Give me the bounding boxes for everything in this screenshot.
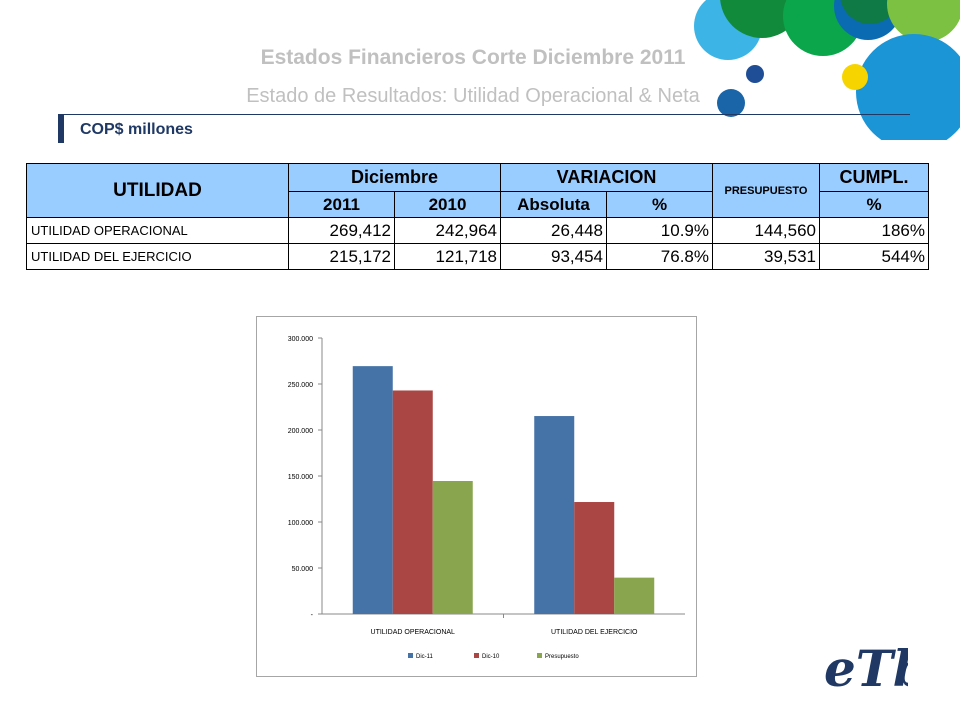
cell-presupuesto: 39,531 [712,243,820,270]
y-tick-label: 250.000 [288,382,313,389]
legend-swatch [474,653,479,658]
chart-svg: - 50.000 100.000 150.000 200.000 250.000 300.0… [288,336,685,660]
bar [574,502,615,614]
cell-cumpl: 186% [819,217,929,244]
legend-label: Presupuesto [545,654,579,660]
y-tick-label: - [311,612,314,619]
circle-navy-dot [746,65,764,83]
y-tick-label: 50.000 [292,566,314,573]
table-row: UTILIDAD OPERACIONAL 269,412 242,964 26,… [26,217,929,244]
cell-2011: 269,412 [288,217,395,244]
financial-table: UTILIDAD Diciembre VARIACION PRESUPUESTO… [26,163,929,270]
y-tick-label: 100.000 [288,520,313,527]
bar-chart: - 50.000 100.000 150.000 200.000 250.000 300.0… [256,316,697,677]
header-divider [60,114,910,115]
col-utilidad: UTILIDAD [26,163,289,218]
col-presupuesto: PRESUPUESTO [712,163,820,218]
legend-swatch [408,653,413,658]
bar [392,390,433,614]
circle-sky [856,34,960,140]
bar [614,577,655,614]
logo-text: eTb [824,639,908,698]
col-cumpl-pct: % [819,191,929,218]
row-label: UTILIDAD DEL EJERCICIO [26,243,289,270]
col-absoluta: Absoluta [500,191,607,218]
circle-yellow [842,64,868,90]
decorative-circles [694,0,960,140]
circle-lime [887,0,960,42]
etb-logo: eTb [824,639,908,698]
bar [534,416,575,614]
col-2011: 2011 [288,191,395,218]
y-tick-label: 200.000 [288,428,313,435]
bar [352,366,393,614]
legend-label: Dic-11 [416,654,434,660]
units-label: COP$ millones [80,121,193,138]
col-2010: 2010 [394,191,501,218]
y-tick-label: 150.000 [288,474,313,481]
bar [432,481,473,614]
cell-2010: 121,718 [394,243,501,270]
page-title: Estados Financieros Corte Diciembre 2011 [260,46,686,69]
x-tick-label: UTILIDAD DEL EJERCICIO [551,629,638,636]
circle-darkgreen [720,0,804,38]
cell-presupuesto: 144,560 [712,217,820,244]
cell-absoluta: 93,454 [500,243,607,270]
cell-2011: 215,172 [288,243,395,270]
legend-label: Dic-10 [482,654,500,660]
cell-cumpl: 544% [819,243,929,270]
col-diciembre: Diciembre [288,163,501,192]
col-variacion: VARIACION [500,163,713,192]
circle-blue-small [717,89,745,117]
cell-absoluta: 26,448 [500,217,607,244]
page-subtitle: Estado de Resultados: Utilidad Operacion… [246,85,700,107]
table-row: UTILIDAD DEL EJERCICIO 215,172 121,718 9… [26,243,929,270]
units-accent-bar [58,114,64,143]
circle-darkgreen-small [840,0,900,24]
x-tick-label: UTILIDAD OPERACIONAL [371,629,456,636]
y-tick-label: 300.000 [288,336,313,343]
col-variacion-pct: % [606,191,713,218]
row-label: UTILIDAD OPERACIONAL [26,217,289,244]
col-cumpl: CUMPL. [819,163,929,192]
legend-swatch [537,653,542,658]
cell-pct: 10.9% [606,217,713,244]
cell-2010: 242,964 [394,217,501,244]
cell-pct: 76.8% [606,243,713,270]
